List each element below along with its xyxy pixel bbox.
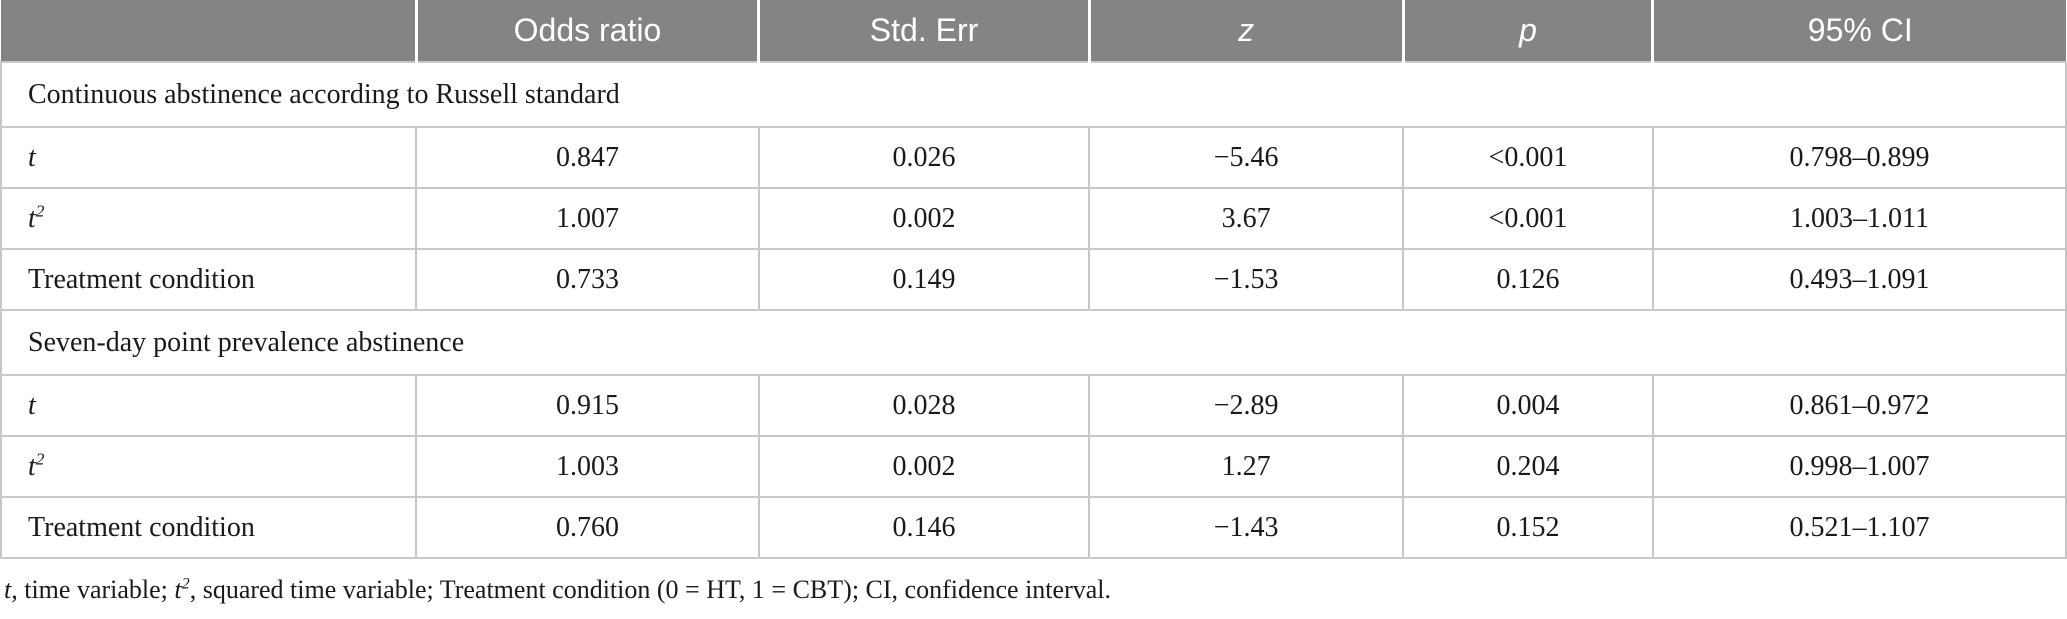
row-label: t: [0, 126, 418, 189]
label-text: t2: [174, 575, 190, 604]
label-text: t2: [28, 449, 45, 482]
cell-std-err: 0.002: [757, 435, 1091, 498]
cell-z: −1.43: [1088, 496, 1405, 559]
cell-odds-ratio: 0.760: [415, 496, 760, 559]
superscript: 2: [181, 575, 190, 593]
cell-ci: 0.998–1.007: [1651, 435, 2067, 498]
table-row: t2 1.007 0.002 3.67 <0.001 1.003–1.011: [0, 187, 2067, 250]
row-label: t2: [0, 435, 418, 498]
cell-z: −5.46: [1088, 126, 1405, 189]
cell-std-err: 0.146: [757, 496, 1091, 559]
column-header-odds-ratio: Odds ratio: [414, 0, 759, 62]
cell-ci: 0.798–0.899: [1651, 126, 2067, 189]
cell-std-err: 0.149: [757, 248, 1091, 311]
cell-p: <0.001: [1402, 187, 1654, 250]
cell-p: 0.152: [1402, 496, 1654, 559]
header-row: Odds ratio Std. Err z p 95% CI: [1, 0, 2066, 62]
table-footnote: t, time variable; t2, squared time varia…: [4, 575, 2067, 605]
table-row: Treatment condition 0.733 0.149 −1.53 0.126 0…: [0, 248, 2067, 311]
column-header-empty: [1, 0, 417, 62]
label-text: , time variable;: [11, 575, 175, 604]
table-body: Continuous abstinence according to Russe…: [0, 61, 2067, 559]
cell-odds-ratio: 0.915: [415, 374, 760, 437]
row-label: Treatment condition: [0, 496, 418, 559]
cell-std-err: 0.028: [757, 374, 1091, 437]
column-header-std-err: Std. Err: [757, 0, 1090, 62]
table-row: Treatment condition 0.760 0.146 −1.43 0.152 0…: [0, 496, 2067, 559]
label-text: , squared time variable; Treatment condi…: [189, 575, 1111, 604]
row-label: t: [0, 374, 418, 437]
label-text: t: [4, 575, 12, 604]
cell-std-err: 0.002: [757, 187, 1091, 250]
cell-p: 0.204: [1402, 435, 1654, 498]
cell-odds-ratio: 1.003: [415, 435, 760, 498]
column-header-p: p: [1401, 0, 1653, 62]
superscript: 2: [35, 201, 45, 221]
column-header-z: z: [1087, 0, 1404, 62]
section-header-row: Continuous abstinence according to Russe…: [0, 61, 2067, 128]
label-text: t: [28, 389, 36, 421]
cell-odds-ratio: 1.007: [415, 187, 760, 250]
cell-odds-ratio: 0.733: [415, 248, 760, 311]
column-header-95-ci: 95% CI: [1651, 0, 2066, 62]
cell-ci: 0.493–1.091: [1651, 248, 2067, 311]
superscript: 2: [35, 449, 45, 469]
table-row: t2 1.003 0.002 1.27 0.204 0.998–1.007: [0, 435, 2067, 498]
row-label: t2: [0, 187, 418, 250]
cell-z: −1.53: [1088, 248, 1405, 311]
label-text: t: [28, 141, 36, 173]
cell-p: <0.001: [1402, 126, 1654, 189]
cell-ci: 1.003–1.011: [1651, 187, 2067, 250]
cell-std-err: 0.026: [757, 126, 1091, 189]
regression-results-table: Odds ratio Std. Err z p 95% CI Continuou…: [0, 0, 2067, 559]
table-row: t 0.847 0.026 −5.46 <0.001 0.798–0.899: [0, 126, 2067, 189]
section-title: Continuous abstinence according to Russe…: [0, 61, 2067, 128]
cell-z: −2.89: [1088, 374, 1405, 437]
section-header-row: Seven-day point prevalence abstinence: [0, 309, 2067, 376]
section-title: Seven-day point prevalence abstinence: [0, 309, 2067, 376]
row-label: Treatment condition: [0, 248, 418, 311]
cell-ci: 0.521–1.107: [1651, 496, 2067, 559]
table-row: t 0.915 0.028 −2.89 0.004 0.861–0.972: [0, 374, 2067, 437]
table-header: Odds ratio Std. Err z p 95% CI: [1, 0, 2066, 62]
cell-odds-ratio: 0.847: [415, 126, 760, 189]
cell-z: 1.27: [1088, 435, 1405, 498]
label-text: t2: [28, 201, 45, 234]
cell-z: 3.67: [1088, 187, 1405, 250]
label-text: Treatment condition: [28, 511, 255, 543]
cell-ci: 0.861–0.972: [1651, 374, 2067, 437]
cell-p: 0.004: [1402, 374, 1654, 437]
cell-p: 0.126: [1402, 248, 1654, 311]
label-text: Treatment condition: [28, 263, 255, 295]
